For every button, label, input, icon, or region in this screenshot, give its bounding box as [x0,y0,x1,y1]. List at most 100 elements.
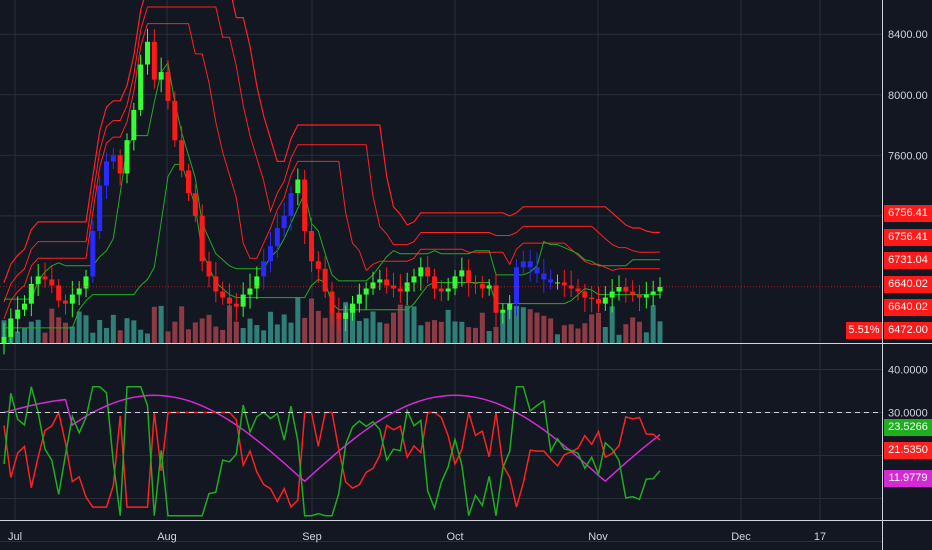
candle-body [548,279,554,283]
volume-bar [391,312,396,343]
volume-bar [370,311,376,343]
candle-body [459,270,465,277]
indicator-value-label: 21.5350 [884,442,932,459]
candle-body [527,261,533,268]
candle-body [534,267,540,274]
candle-body [466,270,472,283]
adx-line [3,394,661,483]
candle-body [42,276,48,280]
lower-band-line [4,61,660,300]
volume-bar [158,305,164,343]
candle-body [97,185,103,231]
candle-body [131,109,137,141]
volume-bar [616,334,622,343]
candle-body [76,288,82,295]
volume-bar [527,309,533,343]
candle-body [165,72,171,101]
volume-bar [582,323,588,343]
candle-body [425,267,431,277]
volume-bar [83,315,89,343]
candle-body [377,279,383,283]
volume-bar [493,326,499,343]
volume-bar [466,327,472,343]
candle-body [158,72,164,80]
candle-body [418,267,424,277]
volume-bar [377,322,383,343]
candle-body [479,283,485,289]
candle-body [404,282,410,292]
volume-bar [165,331,171,343]
volume-bar [643,332,649,343]
candle-body [15,309,21,319]
candle-body [520,261,526,268]
candle-body [124,140,130,174]
volume-bar [630,317,636,343]
candle-body [172,100,178,141]
volume-bar [404,305,410,343]
candle-body [493,285,499,313]
candle-body [138,64,144,110]
volume-bar [288,322,294,343]
candle-body [83,276,89,289]
candle-body [309,230,314,262]
price-label: 6756.41 [884,229,932,246]
candle-body [110,155,116,162]
candle-body [199,215,205,262]
volume-bar [240,328,246,343]
candle-body [90,230,96,277]
candle-body [295,179,301,194]
candle-body [514,267,519,304]
indicator-value-label: 11.9779 [884,470,932,487]
candle-body [117,155,123,174]
price-label: 6472.00 [884,322,932,339]
candle-body [561,282,567,286]
volume-bar [568,324,574,343]
candle-body [1,336,7,343]
volume-bar [322,317,328,343]
volume-bar [97,320,103,343]
volume-bar [104,327,109,343]
volume-bar [213,326,219,343]
candle-body [384,279,390,286]
candle-body [186,170,191,194]
volume-bar [199,318,205,343]
candle-body [247,288,253,295]
candle-body [179,140,185,171]
candle-body [609,291,615,298]
candle-body [555,282,560,284]
volume-bar [220,329,226,343]
volume-bar [206,314,212,343]
volume-bar [384,323,390,343]
volume-bar [602,326,608,343]
candle-body [227,297,232,304]
candle-body [500,309,506,313]
volume-bar [534,312,540,343]
candle-body [452,276,458,289]
volume-bar [42,332,48,343]
candle-body [370,282,376,289]
candle-body [56,285,62,301]
volume-bar [261,330,267,343]
candle-body [322,268,328,292]
candle-body [582,291,588,298]
candle-body [261,261,267,277]
volume-bar [117,330,123,343]
price-label: 6640.02 [884,299,932,316]
candle-body [643,294,649,298]
volume-bar [35,319,41,343]
candle-body [397,288,403,292]
volume-bar [363,318,369,343]
volume-bar [623,324,629,343]
price-axis-tick-label: 8000.00 [888,90,928,102]
candle-body [363,288,369,295]
volume-bar [274,324,280,343]
candle-body [192,193,198,216]
volume-bar [520,307,526,343]
volume-bar [575,328,581,343]
candle-body [589,297,595,300]
volume-bar [541,315,547,343]
volume-bar [145,333,150,343]
volume-bar [281,314,287,343]
volume-bar [49,308,55,343]
